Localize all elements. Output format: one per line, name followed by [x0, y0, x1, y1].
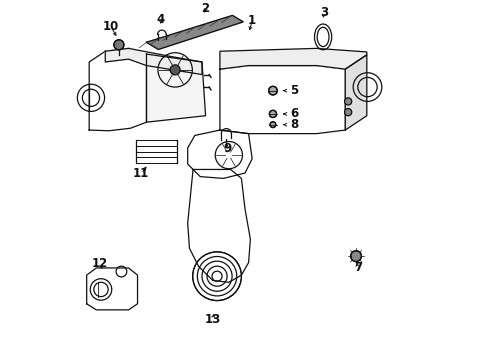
Text: 5: 5: [290, 84, 298, 97]
Polygon shape: [188, 130, 252, 179]
Circle shape: [270, 122, 276, 127]
Circle shape: [170, 65, 180, 75]
Polygon shape: [89, 48, 147, 131]
Circle shape: [269, 86, 277, 95]
Polygon shape: [188, 170, 250, 282]
Polygon shape: [105, 48, 202, 75]
Text: 1: 1: [248, 14, 256, 27]
Text: 2: 2: [201, 3, 210, 15]
Polygon shape: [147, 15, 243, 49]
Text: 6: 6: [290, 107, 298, 121]
Text: 12: 12: [92, 257, 108, 270]
Polygon shape: [147, 54, 206, 122]
Text: 11: 11: [133, 167, 149, 180]
Circle shape: [344, 98, 352, 105]
Polygon shape: [345, 55, 367, 130]
Polygon shape: [220, 48, 367, 69]
Text: 7: 7: [354, 261, 362, 274]
Circle shape: [270, 111, 276, 117]
Circle shape: [351, 251, 362, 261]
Text: 3: 3: [320, 6, 328, 19]
Text: 10: 10: [102, 20, 119, 33]
Text: 9: 9: [223, 142, 231, 155]
Text: 13: 13: [205, 313, 221, 326]
Circle shape: [114, 40, 124, 50]
Polygon shape: [220, 66, 345, 134]
Polygon shape: [87, 268, 138, 310]
Text: 4: 4: [157, 13, 165, 26]
Text: 8: 8: [290, 118, 298, 131]
Circle shape: [344, 109, 352, 116]
